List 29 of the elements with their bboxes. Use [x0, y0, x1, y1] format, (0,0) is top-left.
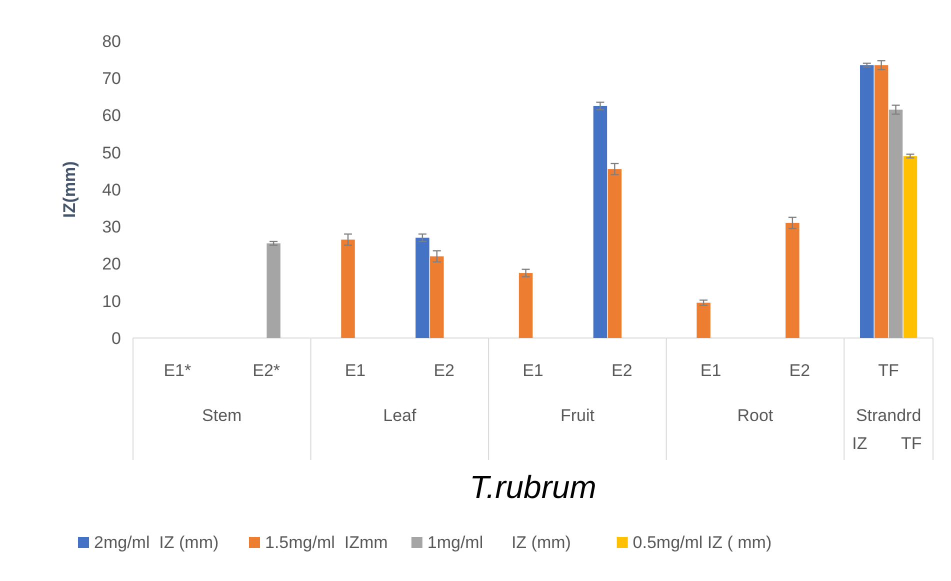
- x-tick-label: E1: [700, 361, 722, 380]
- y-tick-label: 10: [102, 292, 121, 311]
- text: Root: [737, 406, 774, 425]
- y-tick-label: 0: [112, 328, 121, 348]
- legend-label: 2mg/ml IZ (mm): [94, 533, 219, 552]
- x-tick-label: TF: [878, 361, 899, 380]
- y-tick-label: 30: [102, 218, 121, 237]
- x-tick-label: E2: [434, 361, 455, 380]
- legend-label: 1.5mg/ml IZmm: [265, 533, 388, 552]
- y-tick-label: 40: [102, 180, 121, 200]
- text: Fruit: [560, 406, 595, 425]
- x-tick-label: E1: [522, 361, 544, 380]
- text: Leaf: [383, 406, 416, 425]
- y-tick-label: 20: [102, 254, 121, 274]
- x-tick-label: E2: [789, 361, 810, 380]
- x-tick-label: E1: [344, 361, 366, 380]
- y-tick-label: 60: [102, 106, 121, 126]
- y-tick-label: 70: [102, 69, 121, 88]
- x-axis-title: T.rubrum: [470, 469, 596, 505]
- text: Strandrd IZ TF: [852, 406, 922, 453]
- text: Stem: [202, 406, 242, 425]
- x-tick-label: E2: [611, 361, 632, 380]
- x-tick-label: E1*: [164, 361, 192, 380]
- y-tick-label: 50: [102, 143, 121, 162]
- x-tick-label: E2*: [252, 361, 280, 380]
- legend-label: 0.5mg/ml IZ ( mm): [632, 533, 772, 552]
- y-tick-label: 80: [102, 32, 121, 51]
- y-axis-title: IZ(mm): [60, 161, 79, 218]
- legend-label: 1mg/ml IZ (mm): [427, 533, 571, 552]
